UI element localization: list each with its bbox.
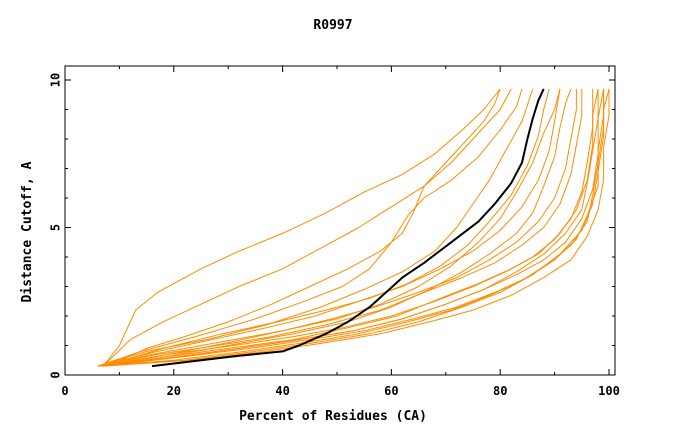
series-line bbox=[97, 88, 534, 367]
x-tick-label: 100 bbox=[598, 384, 620, 398]
series-line-highlighted bbox=[151, 88, 545, 368]
series-line bbox=[102, 88, 512, 367]
series-line bbox=[97, 88, 561, 367]
series-line bbox=[103, 88, 572, 367]
chart-title: R0997 bbox=[313, 18, 352, 33]
series-line bbox=[102, 88, 501, 367]
x-tick-label: 80 bbox=[493, 384, 507, 398]
x-axis-label: Percent of Residues (CA) bbox=[239, 409, 427, 424]
axis-ticks bbox=[64, 66, 615, 376]
series-line bbox=[97, 88, 583, 367]
y-tick-label: 10 bbox=[49, 73, 63, 87]
series-layer bbox=[97, 88, 610, 368]
series-line bbox=[103, 88, 577, 367]
series-line bbox=[97, 88, 599, 367]
series-line bbox=[97, 88, 523, 367]
series-line bbox=[102, 88, 550, 367]
x-tick-label: 60 bbox=[384, 384, 398, 398]
y-tick-label: 5 bbox=[49, 224, 63, 231]
y-axis-label: Distance Cutoff, A bbox=[20, 161, 35, 302]
y-tick-label: 0 bbox=[49, 371, 63, 378]
series-line bbox=[97, 88, 594, 367]
series-line bbox=[97, 88, 610, 367]
series-line bbox=[97, 88, 605, 367]
series-line bbox=[97, 88, 561, 367]
x-tick-label: 20 bbox=[167, 384, 181, 398]
x-tick-label: 40 bbox=[275, 384, 289, 398]
x-tick-label: 0 bbox=[61, 384, 68, 398]
tick-labels: 0 20 40 60 80 100 0 5 10 bbox=[49, 73, 620, 398]
